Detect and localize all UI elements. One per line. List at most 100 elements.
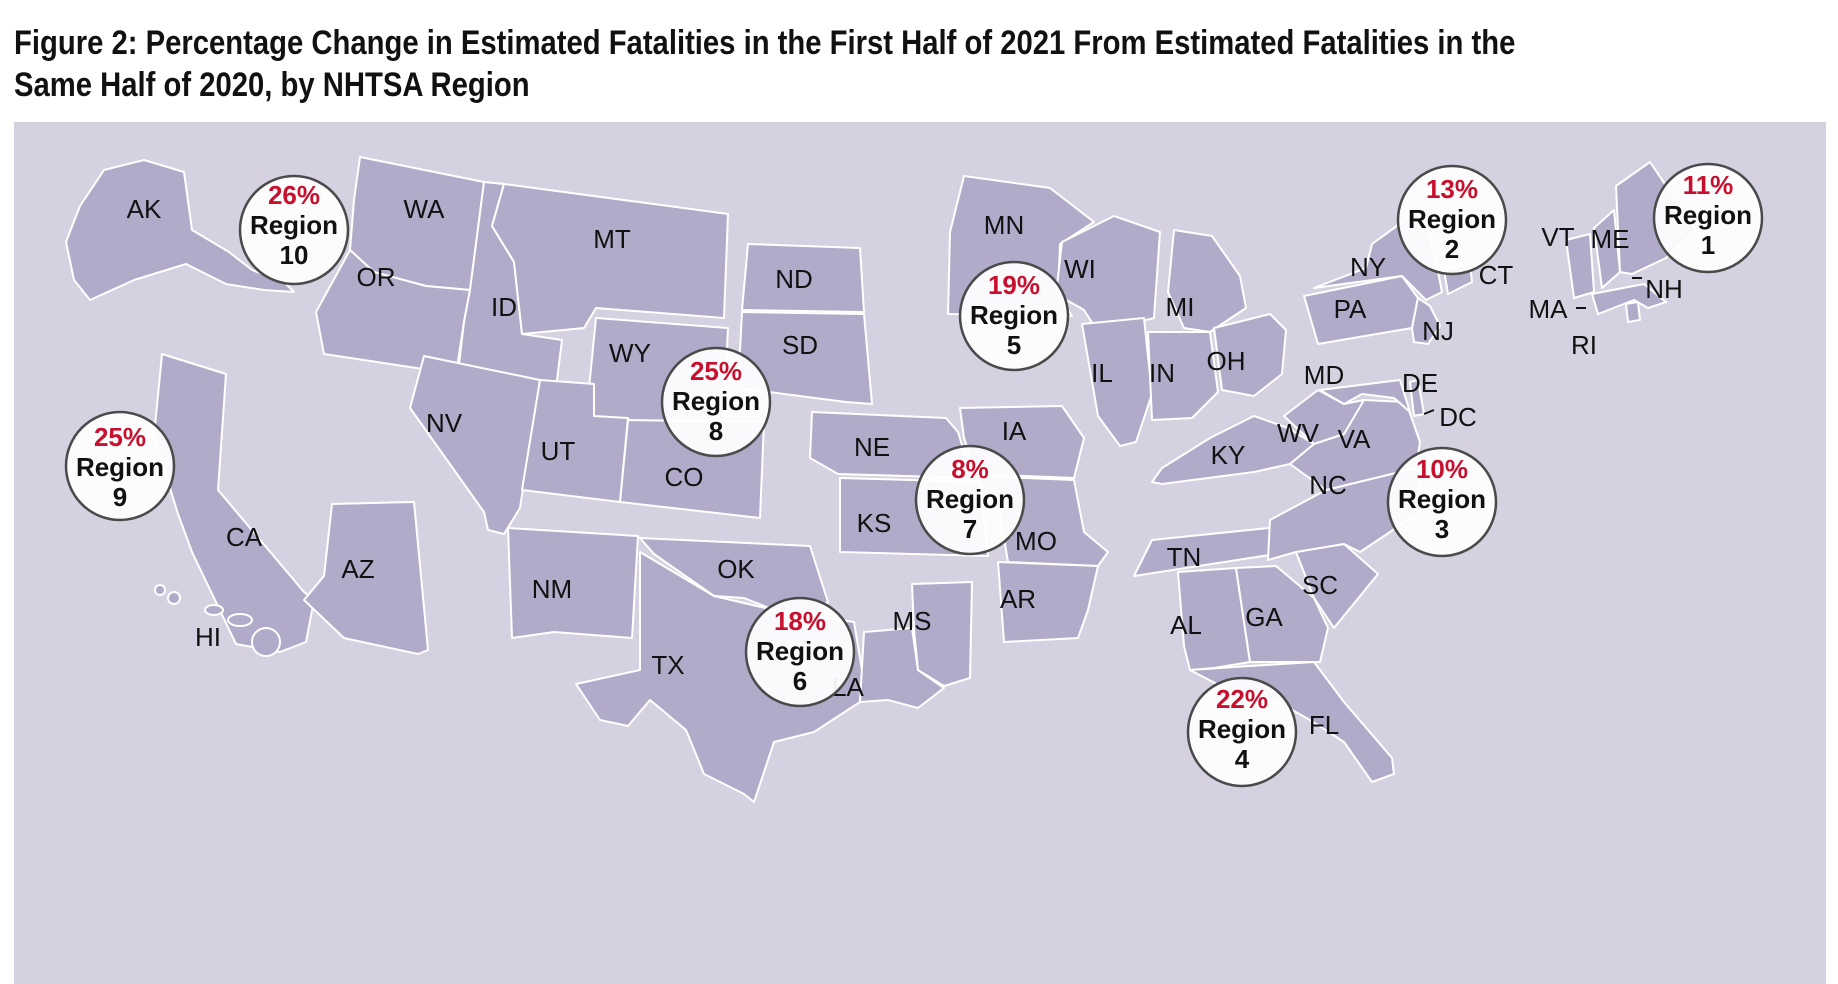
- region-badge-10: 26% Region 10: [238, 174, 350, 286]
- region-badge-5: 19% Region 5: [958, 260, 1070, 372]
- state-label-ct: CT: [1479, 260, 1514, 290]
- region-badge-8: 25% Region 8: [660, 346, 772, 458]
- region-1-circle: [1652, 162, 1764, 274]
- state-in: [1147, 331, 1219, 421]
- state-label-nm: NM: [532, 574, 572, 604]
- leader-lines: [1423, 277, 1642, 415]
- state-label-va: VA: [1338, 424, 1371, 454]
- region-2-number: 2: [1445, 234, 1459, 264]
- region-7-number: 7: [963, 514, 977, 544]
- state-md: [1319, 379, 1411, 413]
- region-6-percent: 18%: [774, 606, 826, 636]
- state-label-pa: PA: [1334, 294, 1367, 324]
- state-label-ok: OK: [717, 554, 755, 584]
- region-8-number: 8: [709, 416, 723, 446]
- region-9-number: 9: [113, 482, 127, 512]
- region-badge-6: 18% Region 6: [744, 596, 856, 708]
- region-4-number: 4: [1235, 744, 1250, 774]
- state-label-nj: NJ: [1422, 316, 1454, 346]
- region-8-label: Region: [672, 386, 760, 416]
- figure-title: Figure 2: Percentage Change in Estimated…: [14, 22, 1571, 106]
- state-label-nc: NC: [1309, 470, 1347, 500]
- region-8-circle: [660, 346, 772, 458]
- state-ga: [1235, 565, 1329, 663]
- state-label-or: OR: [357, 262, 396, 292]
- state-label-dc: DC: [1439, 402, 1477, 432]
- state-ca: [153, 353, 315, 653]
- state-nd: [741, 243, 865, 313]
- region-1-number: 1: [1701, 230, 1715, 260]
- region-4-circle: [1186, 676, 1298, 788]
- region-2-label: Region: [1408, 204, 1496, 234]
- region-10-number: 10: [280, 240, 309, 270]
- figure-title-line-1: Figure 2: Percentage Change in Estimated…: [14, 24, 1516, 62]
- state-il: [1081, 317, 1153, 447]
- region-7-circle: [914, 444, 1026, 556]
- region-badge-3: 10% Region 3: [1386, 446, 1498, 558]
- region-badge-2: 13% Region 2: [1396, 164, 1508, 276]
- state-label-nh: NH: [1645, 274, 1683, 304]
- state-label-ks: KS: [857, 508, 892, 538]
- state-label-ma: MA: [1529, 294, 1569, 324]
- state-label-ms: MS: [893, 606, 932, 636]
- region-8-percent: 25%: [690, 356, 742, 386]
- state-label-ny: NY: [1350, 252, 1386, 282]
- state-vt: [1565, 233, 1595, 299]
- state-ak: [65, 159, 295, 301]
- region-10-circle: [238, 174, 350, 286]
- state-ri: [1625, 301, 1641, 323]
- state-label-oh: OH: [1207, 346, 1246, 376]
- state-label-wa: WA: [404, 194, 446, 224]
- region-7-percent: 8%: [951, 454, 989, 484]
- state-label-ca: CA: [226, 522, 263, 552]
- state-label-ne: NE: [854, 432, 890, 462]
- region-10-percent: 26%: [268, 180, 320, 210]
- state-label-fl: FL: [1309, 710, 1339, 740]
- region-6-label: Region: [756, 636, 844, 666]
- region-5-percent: 19%: [988, 270, 1040, 300]
- state-label-vt: VT: [1541, 222, 1574, 252]
- state-label-ut: UT: [541, 436, 576, 466]
- region-4-percent: 22%: [1216, 684, 1268, 714]
- region-6-circle: [744, 596, 856, 708]
- state-label-tx: TX: [651, 650, 684, 680]
- state-wv: [1283, 389, 1365, 445]
- region-3-number: 3: [1435, 514, 1449, 544]
- state-label-ga: GA: [1245, 602, 1283, 632]
- region-5-circle: [958, 260, 1070, 372]
- state-labels: AK HI WA OR ID MT WY ND SD CA NV UT CO A…: [127, 194, 1683, 740]
- region-badge-7: 8% Region 7: [914, 444, 1026, 556]
- region-1-label: Region: [1664, 200, 1752, 230]
- state-label-sc: SC: [1302, 570, 1338, 600]
- state-label-mt: MT: [593, 224, 631, 254]
- state-az: [303, 501, 429, 655]
- state-label-hi: HI: [195, 622, 221, 652]
- state-label-co: CO: [665, 462, 704, 492]
- state-label-ak: AK: [127, 194, 162, 224]
- state-label-tn: TN: [1167, 542, 1202, 572]
- state-label-ri: RI: [1571, 330, 1597, 360]
- state-shapes: [65, 156, 1697, 803]
- region-6-number: 6: [793, 666, 807, 696]
- state-mt: [491, 183, 729, 335]
- state-ut: [521, 379, 629, 503]
- state-la: [859, 627, 945, 709]
- state-nj: [1411, 297, 1441, 345]
- figure-title-line-2: Same Half of 2020, by NHTSA Region: [14, 66, 530, 104]
- state-label-il: IL: [1091, 358, 1113, 388]
- state-label-wv: WV: [1277, 418, 1320, 448]
- state-ma: [1591, 283, 1667, 315]
- state-label-al: AL: [1170, 610, 1202, 640]
- state-ms: [911, 581, 973, 687]
- state-label-mo: MO: [1015, 526, 1057, 556]
- region-7-label: Region: [926, 484, 1014, 514]
- region-2-percent: 13%: [1426, 174, 1478, 204]
- state-label-me: ME: [1591, 224, 1630, 254]
- region-2-circle: [1396, 164, 1508, 276]
- region-1-percent: 11%: [1683, 170, 1734, 200]
- us-map: AK HI WA OR ID MT WY ND SD CA NV UT CO A…: [14, 122, 1826, 984]
- map-panel: AK HI WA OR ID MT WY ND SD CA NV UT CO A…: [14, 122, 1826, 984]
- region-badge-9: 25% Region 9: [64, 410, 176, 522]
- region-badges: 11% Region 1 13% Region 2 10% Region 3 2…: [64, 162, 1764, 788]
- region-5-label: Region: [970, 300, 1058, 330]
